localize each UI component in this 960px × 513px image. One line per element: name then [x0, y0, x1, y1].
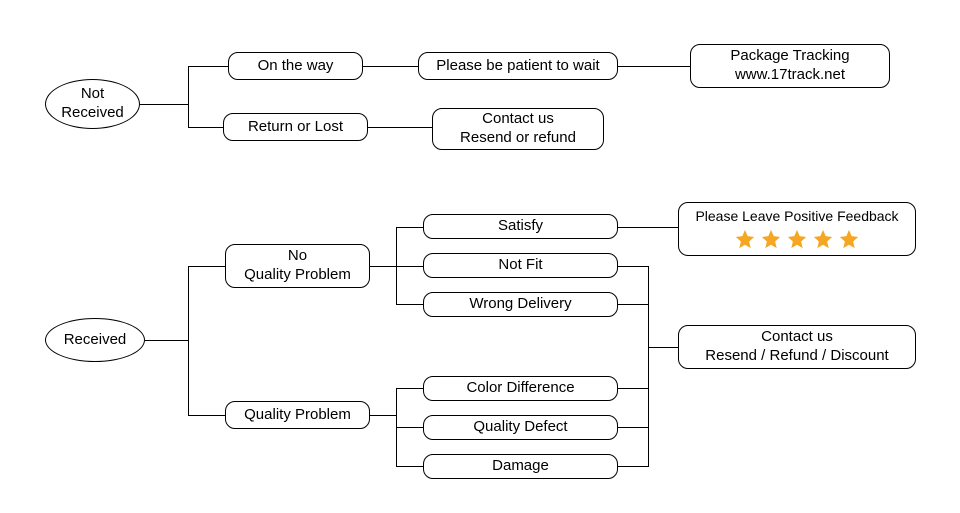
node-contact-resend-refund: Contact us Resend or refund — [432, 108, 604, 150]
edge — [396, 227, 423, 228]
node-not-fit: Not Fit — [423, 253, 618, 278]
text-line: Package Tracking — [730, 47, 849, 66]
text-line: Received — [61, 104, 124, 123]
text-line: Received — [64, 331, 127, 350]
edge — [396, 266, 423, 267]
edge — [363, 66, 418, 67]
text-line: Wrong Delivery — [469, 295, 571, 314]
node-positive-feedback: Please Leave Positive Feedback — [678, 202, 916, 256]
text-line: Quality Problem — [244, 406, 351, 425]
text-line: Color Difference — [466, 379, 574, 398]
star-icon — [760, 228, 782, 250]
text-line: Resend / Refund / Discount — [705, 347, 888, 366]
text-line: Not Fit — [498, 256, 542, 275]
edge — [188, 66, 228, 67]
edge — [648, 347, 678, 348]
node-not-received: Not Received — [45, 79, 140, 129]
star-icon — [812, 228, 834, 250]
text-line: www.17track.net — [735, 66, 845, 85]
text-line: Quality Defect — [473, 418, 567, 437]
edge — [188, 266, 189, 416]
edge — [618, 427, 648, 428]
node-please-be-patient: Please be patient to wait — [418, 52, 618, 80]
edge — [396, 466, 423, 467]
edge — [140, 104, 188, 105]
star-icon — [734, 228, 756, 250]
edge — [396, 304, 423, 305]
star-icon — [838, 228, 860, 250]
text-line: Contact us — [761, 328, 833, 347]
text-line: Quality Problem — [244, 266, 351, 285]
node-no-quality-problem: No Quality Problem — [225, 244, 370, 288]
text-line: Please be patient to wait — [436, 57, 599, 76]
node-return-or-lost: Return or Lost — [223, 113, 368, 141]
node-quality-defect: Quality Defect — [423, 415, 618, 440]
edge — [396, 427, 423, 428]
node-wrong-delivery: Wrong Delivery — [423, 292, 618, 317]
node-color-difference: Color Difference — [423, 376, 618, 401]
edge — [145, 340, 188, 341]
text-line: Not — [81, 85, 104, 104]
edge — [618, 227, 678, 228]
node-on-the-way: On the way — [228, 52, 363, 80]
star-icon — [786, 228, 808, 250]
text-line: Satisfy — [498, 217, 543, 236]
text-line: No — [288, 247, 307, 266]
edge — [648, 266, 649, 467]
node-package-tracking: Package Tracking www.17track.net — [690, 44, 890, 88]
edge — [396, 388, 423, 389]
node-received: Received — [45, 318, 145, 362]
text-line: Please Leave Positive Feedback — [695, 208, 898, 226]
text-line: Return or Lost — [248, 118, 343, 137]
edge — [618, 388, 648, 389]
edge — [618, 304, 648, 305]
edge — [370, 415, 396, 416]
text-line: Contact us — [482, 110, 554, 129]
node-damage: Damage — [423, 454, 618, 479]
node-quality-problem: Quality Problem — [225, 401, 370, 429]
edge — [368, 127, 432, 128]
text-line: Damage — [492, 457, 549, 476]
edge — [188, 127, 223, 128]
edge — [618, 466, 648, 467]
node-satisfy: Satisfy — [423, 214, 618, 239]
edge — [188, 415, 225, 416]
text-line: Resend or refund — [460, 129, 576, 148]
edge — [188, 266, 225, 267]
text-line: On the way — [258, 57, 334, 76]
star-rating — [734, 228, 860, 250]
node-contact-rrd: Contact us Resend / Refund / Discount — [678, 325, 916, 369]
edge — [618, 66, 690, 67]
edge — [370, 266, 396, 267]
edge — [188, 66, 189, 128]
edge — [618, 266, 648, 267]
